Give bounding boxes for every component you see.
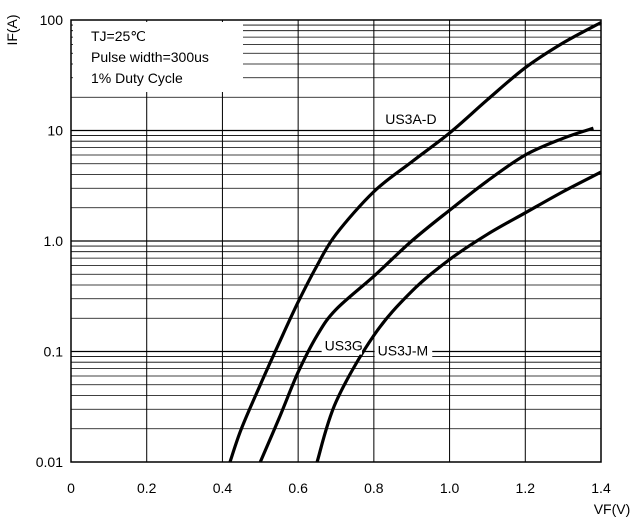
series-label-bg	[374, 341, 433, 360]
x-axis-title: VF(V)	[594, 501, 631, 517]
conditions-note-line-2: Pulse width=300us	[91, 49, 209, 65]
y-tick-label: 0.01	[36, 454, 63, 470]
x-tick-label: 0.8	[364, 480, 384, 496]
x-tick-label: 0.4	[213, 480, 233, 496]
series-line-us3g	[258, 126, 594, 463]
conditions-note-box	[73, 22, 243, 92]
x-tick-labels: 0 0.2 0.4 0.6 0.8 1.0 1.2 1.4	[67, 480, 611, 496]
series-line-us3a-d	[228, 21, 602, 463]
y-tick-label: 0.1	[44, 344, 64, 360]
series-label-us3j-m: US3J-M	[378, 343, 429, 359]
conditions-note-line-1: TJ=25℃	[91, 28, 146, 44]
series-label-bg	[382, 109, 440, 128]
y-axis-title: IF(A)	[4, 14, 20, 45]
y-tick-labels: 0.01 0.1 1.0 10 100	[36, 12, 63, 470]
plot-frame	[70, 19, 602, 463]
series-label-bg	[321, 336, 363, 355]
x-tick-label: 0.2	[137, 480, 157, 496]
x-tick-label: 0	[67, 480, 75, 496]
y-tick-label: 1.0	[44, 233, 64, 249]
series-curves	[228, 21, 602, 463]
y-tick-label: 10	[47, 123, 63, 139]
conditions-note-line-3: 1% Duty Cycle	[91, 70, 183, 86]
x-tick-label: 0.6	[288, 480, 308, 496]
y-tick-label: 100	[40, 12, 64, 28]
series-label-us3a-d: US3A-D	[385, 111, 436, 127]
series-labels: US3A-D US3G US3J-M	[321, 109, 440, 360]
x-tick-label: 1.4	[591, 480, 611, 496]
x-tick-label: 1.0	[440, 480, 460, 496]
x-tick-label: 1.2	[516, 480, 536, 496]
series-label-us3g: US3G	[325, 338, 363, 354]
series-line-us3j-m	[315, 170, 602, 463]
conditions-note: TJ=25℃ Pulse width=300us 1% Duty Cycle	[73, 22, 243, 92]
